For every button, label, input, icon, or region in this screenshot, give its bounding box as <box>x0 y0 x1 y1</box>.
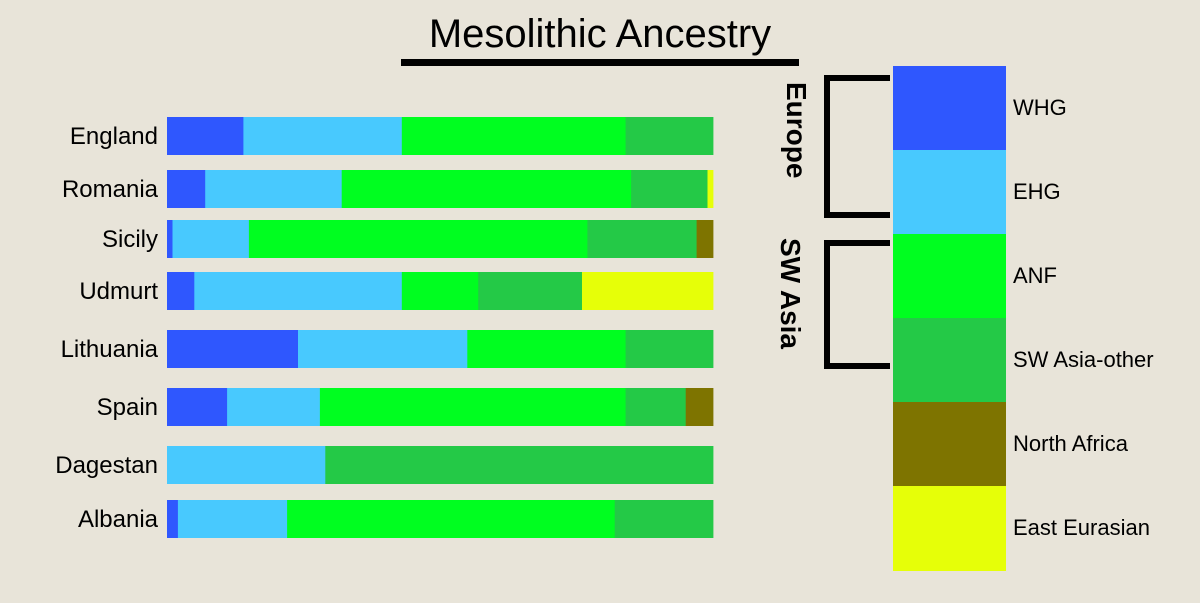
bar-segment-england-sw-asia-other <box>625 117 714 155</box>
bar-segment-sicily-anf <box>248 220 588 258</box>
legend-swatch-north-africa <box>893 402 1006 487</box>
bar-segment-romania-east-eurasian <box>707 170 714 208</box>
legend-label-sw-asia-other: SW Asia-other <box>1013 347 1154 372</box>
bar-segment-romania-whg <box>167 170 206 208</box>
group-label-sw-asia: SW Asia <box>775 238 806 349</box>
bar-segment-spain-ehg <box>227 388 321 426</box>
row-label-romania: Romania <box>62 176 159 203</box>
row-label-england: England <box>70 123 158 150</box>
legend-swatch-ehg <box>893 150 1006 235</box>
bar-segment-sicily-whg <box>167 220 173 258</box>
legend-swatch-sw-asia-other <box>893 318 1006 403</box>
group-label-europe: Europe <box>781 82 812 179</box>
legend-label-whg: WHG <box>1013 95 1067 120</box>
bar-segment-dagestan-sw-asia-other <box>325 446 714 484</box>
title-underline <box>401 59 799 66</box>
bar-segment-romania-sw-asia-other <box>631 170 708 208</box>
legend-swatch-anf <box>893 234 1006 319</box>
legend-swatch-east-eurasian <box>893 486 1006 571</box>
bar-segment-lithuania-sw-asia-other <box>625 330 714 368</box>
legend-label-north-africa: North Africa <box>1013 431 1128 456</box>
bar-segment-sicily-sw-asia-other <box>587 220 697 258</box>
bar-segment-udmurt-whg <box>167 272 195 310</box>
bar-segment-lithuania-anf <box>467 330 626 368</box>
bar-segment-england-anf <box>401 117 627 155</box>
bar-segment-spain-north-africa <box>685 388 714 426</box>
bar-segment-spain-sw-asia-other <box>625 388 687 426</box>
bar-segment-albania-ehg <box>177 500 288 538</box>
legend-swatch-whg <box>893 66 1006 151</box>
legend-label-east-eurasian: East Eurasian <box>1013 515 1150 540</box>
legend-label-ehg: EHG <box>1013 179 1061 204</box>
bar-segment-spain-anf <box>319 388 627 426</box>
bar-segment-udmurt-sw-asia-other <box>478 272 583 310</box>
bar-segment-albania-anf <box>287 500 616 538</box>
bar-segment-spain-whg <box>167 388 228 426</box>
legend-label-anf: ANF <box>1013 263 1057 288</box>
row-label-albania: Albania <box>78 506 159 533</box>
row-label-lithuania: Lithuania <box>61 336 159 363</box>
bar-segment-sicily-ehg <box>172 220 250 258</box>
row-label-sicily: Sicily <box>102 226 158 253</box>
bar-segment-england-ehg <box>243 117 403 155</box>
bar-segment-lithuania-ehg <box>298 330 468 368</box>
row-label-spain: Spain <box>97 394 158 421</box>
bar-segment-udmurt-ehg <box>194 272 403 310</box>
stacked-bar-chart: England Romania Sicily Udmurt Lithuania Spain… <box>55 117 714 538</box>
europe-bracket <box>824 75 890 218</box>
row-label-udmurt: Udmurt <box>79 278 158 305</box>
bar-segment-sicily-north-africa <box>696 220 714 258</box>
bar-segment-albania-whg <box>167 500 179 538</box>
bar-segment-romania-anf <box>341 170 632 208</box>
sw-asia-bracket <box>824 240 890 369</box>
bar-segment-udmurt-anf <box>401 272 479 310</box>
bar-segment-england-whg <box>167 117 244 155</box>
bar-segment-albania-sw-asia-other <box>614 500 714 538</box>
bar-segment-udmurt-east-eurasian <box>582 272 714 310</box>
bar-segment-romania-ehg <box>205 170 343 208</box>
bar-segment-lithuania-whg <box>167 330 299 368</box>
bar-segment-dagestan-ehg <box>167 446 326 484</box>
chart-title: Mesolithic Ancestry <box>428 12 772 56</box>
row-label-dagestan: Dagestan <box>55 452 158 479</box>
